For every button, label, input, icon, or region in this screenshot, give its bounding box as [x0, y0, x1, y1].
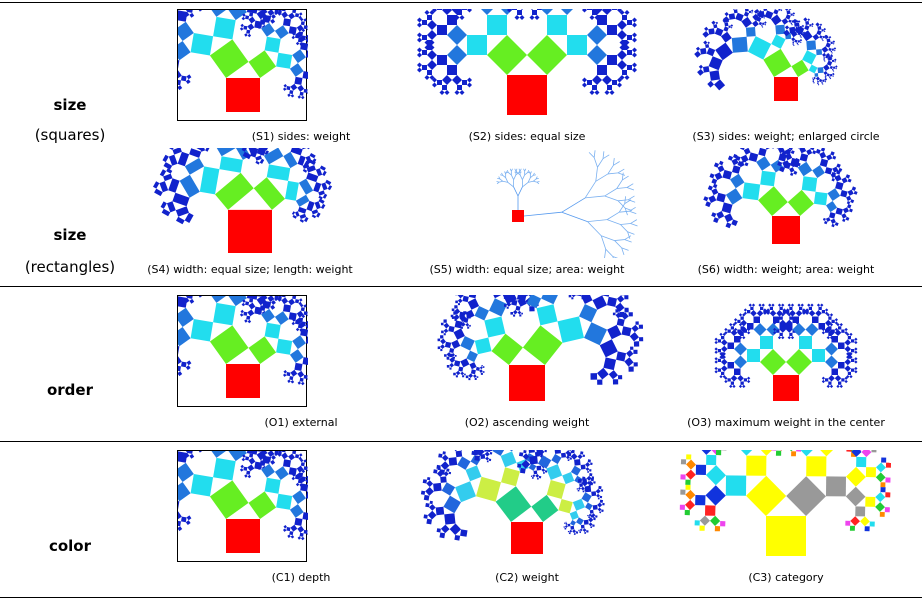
thumb-S1 [177, 9, 308, 121]
cell-S5: (S5) width: equal size; area: weight [402, 148, 652, 284]
cell-S1: (S1) sides: weight [176, 9, 426, 145]
row-label-rectangles: (rectangles) [24, 258, 116, 276]
thumb-C1 [177, 450, 308, 562]
thumb-C2 [402, 450, 652, 562]
caption-C3: (C3) category [748, 571, 824, 584]
cell-S6: (S6) width: weight; area: weight [661, 148, 911, 284]
row-label-color: color [48, 537, 92, 555]
thumb-S6 [661, 148, 911, 258]
cell-S4: (S4) width: equal size; length: weight [125, 148, 375, 284]
cell-C1: (C1) depth [176, 450, 426, 590]
caption-S4: (S4) width: equal size; length: weight [147, 263, 353, 276]
top-rule [0, 2, 922, 3]
cell-C3: (C3) category [661, 450, 911, 590]
row-label-squares: (squares) [34, 126, 106, 144]
caption-O2: (O2) ascending weight [464, 416, 590, 429]
cell-S2: (S2) sides: equal size [402, 9, 652, 145]
caption-S5: (S5) width: equal size; area: weight [429, 263, 625, 276]
thumb-S4 [125, 148, 375, 258]
caption-S6: (S6) width: weight; area: weight [697, 263, 875, 276]
row-label-size-squares: size [53, 96, 87, 114]
caption-O1: (O1) external [264, 416, 338, 429]
caption-C2: (C2) weight [495, 571, 559, 584]
thumb-S2 [402, 9, 652, 121]
cell-S3: (S3) sides: weight; enlarged circle [661, 9, 911, 145]
cell-O3: (O3) maximum weight in the center [661, 295, 911, 435]
thumb-S3 [661, 9, 911, 121]
cell-C2: (C2) weight [402, 450, 652, 590]
color-rule [0, 441, 922, 442]
thumb-O1 [177, 295, 308, 407]
row-label-size-rect: size [53, 226, 87, 244]
caption-C1: (C1) depth [271, 571, 331, 584]
thumb-C3 [661, 450, 911, 562]
caption-S3: (S3) sides: weight; enlarged circle [692, 130, 880, 143]
cell-O2: (O2) ascending weight [402, 295, 652, 435]
thumb-S5 [402, 148, 652, 258]
thumb-O3 [661, 295, 911, 407]
order-rule [0, 286, 922, 287]
cell-O1: (O1) external [176, 295, 426, 435]
row-label-order: order [46, 381, 93, 399]
caption-S2: (S2) sides: equal size [468, 130, 586, 143]
caption-S1: (S1) sides: weight [251, 130, 351, 143]
thumb-O2 [402, 295, 652, 407]
caption-O3: (O3) maximum weight in the center [687, 416, 885, 429]
